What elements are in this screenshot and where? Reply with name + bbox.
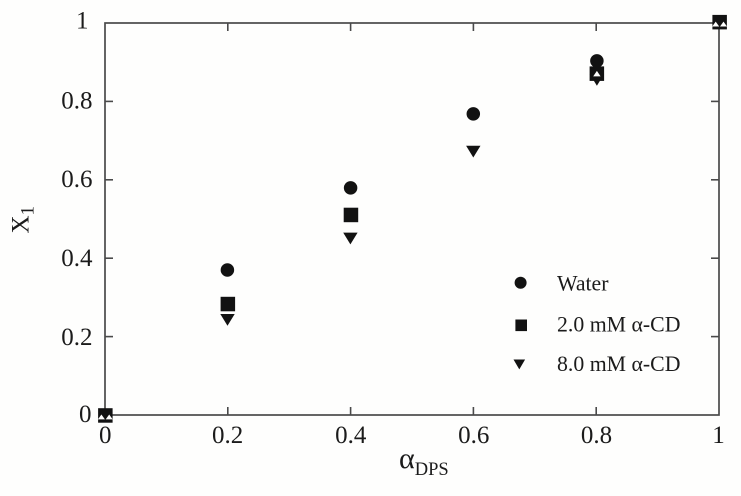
svg-text:0.6: 0.6 [458, 422, 489, 449]
svg-text:8.0 mM α-CD: 8.0 mM α-CD [557, 352, 680, 376]
svg-text:0.2: 0.2 [212, 422, 243, 449]
svg-text:2.0 mM α-CD: 2.0 mM α-CD [557, 313, 680, 337]
svg-text:0: 0 [79, 401, 92, 428]
svg-text:0.8: 0.8 [61, 87, 92, 114]
svg-text:0.4: 0.4 [335, 422, 367, 449]
svg-text:0: 0 [99, 422, 112, 449]
svg-text:Water: Water [557, 271, 609, 295]
svg-text:0.6: 0.6 [61, 166, 92, 193]
svg-text:αDPS: αDPS [399, 442, 449, 480]
svg-text:0.2: 0.2 [61, 324, 92, 351]
svg-text:1: 1 [76, 8, 89, 35]
svg-text:1: 1 [712, 422, 725, 449]
svg-text:0.4: 0.4 [61, 245, 93, 272]
svg-text:X1: X1 [7, 206, 38, 234]
svg-text:0.8: 0.8 [581, 422, 612, 449]
